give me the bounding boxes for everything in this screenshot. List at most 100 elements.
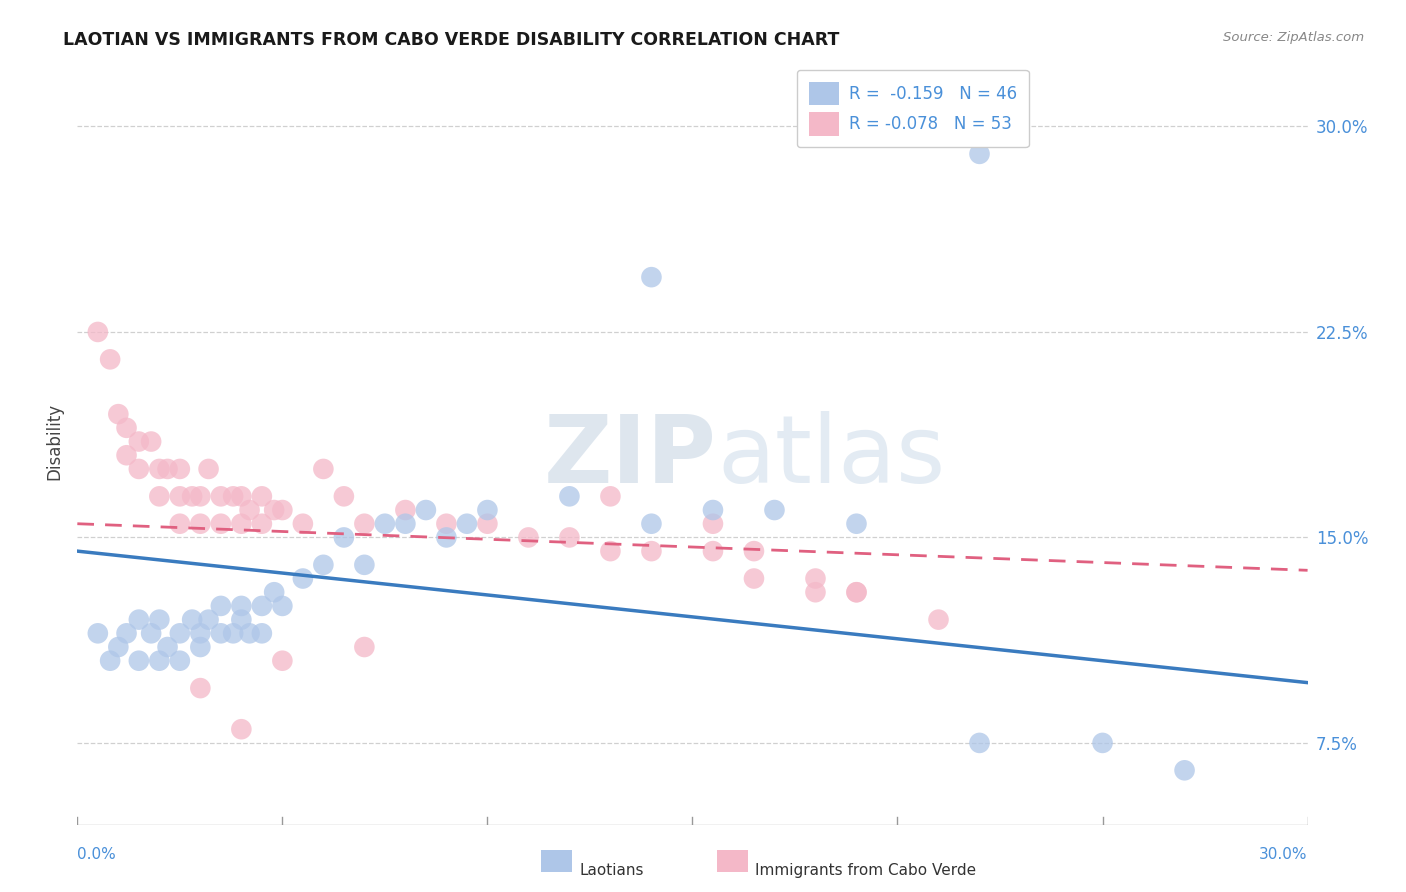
Point <box>312 462 335 476</box>
Point <box>148 489 170 503</box>
Point <box>333 489 356 503</box>
Point <box>1091 736 1114 750</box>
Text: 0.0%: 0.0% <box>77 847 117 862</box>
Point <box>291 516 314 531</box>
Point <box>804 572 827 586</box>
Point <box>333 530 356 544</box>
Point <box>845 516 868 531</box>
Point <box>353 516 375 531</box>
Point <box>222 626 245 640</box>
Point <box>209 489 232 503</box>
Point <box>141 434 163 449</box>
Point <box>197 462 219 476</box>
Text: ZIP: ZIP <box>544 411 717 503</box>
Point <box>128 613 150 627</box>
Y-axis label: Disability: Disability <box>45 403 63 480</box>
Point <box>231 599 253 613</box>
Point <box>231 723 253 737</box>
Point <box>107 640 129 654</box>
Point <box>169 462 191 476</box>
Point <box>250 626 273 640</box>
Point <box>599 544 621 558</box>
Point <box>197 613 219 627</box>
Point <box>312 558 335 572</box>
Point <box>804 585 827 599</box>
Point <box>436 530 458 544</box>
Point <box>231 613 253 627</box>
Point <box>188 516 212 531</box>
Point <box>558 489 581 503</box>
Point <box>115 626 138 640</box>
Point <box>156 640 179 654</box>
Point <box>239 626 262 640</box>
Legend: R =  -0.159   N = 46, R = -0.078   N = 53: R = -0.159 N = 46, R = -0.078 N = 53 <box>797 70 1029 147</box>
Point <box>845 585 868 599</box>
Point <box>517 530 540 544</box>
Point <box>169 654 191 668</box>
Point <box>599 489 621 503</box>
Point <box>98 352 121 367</box>
Point <box>107 407 129 421</box>
Point <box>374 516 396 531</box>
Point <box>87 626 110 640</box>
Point <box>263 503 285 517</box>
Point <box>415 503 437 517</box>
Point <box>640 270 662 285</box>
Text: Source: ZipAtlas.com: Source: ZipAtlas.com <box>1223 31 1364 45</box>
Point <box>128 434 150 449</box>
Point <box>250 516 273 531</box>
Point <box>115 448 138 462</box>
Point <box>928 613 950 627</box>
Point <box>222 489 245 503</box>
Point <box>231 489 253 503</box>
Point <box>87 325 110 339</box>
Point <box>845 585 868 599</box>
Point <box>763 503 786 517</box>
Point <box>141 626 163 640</box>
Point <box>115 421 138 435</box>
Text: Laotians: Laotians <box>579 863 644 878</box>
Point <box>702 503 724 517</box>
Point <box>1174 764 1197 778</box>
Point <box>209 516 232 531</box>
Point <box>271 503 294 517</box>
Point <box>742 544 765 558</box>
Point <box>128 462 150 476</box>
Point <box>742 572 765 586</box>
Point <box>353 640 375 654</box>
Point <box>969 146 991 161</box>
Point <box>169 489 191 503</box>
Point <box>209 599 232 613</box>
Point <box>263 585 285 599</box>
Point <box>209 626 232 640</box>
Point <box>188 681 212 695</box>
Point <box>169 626 191 640</box>
Text: 30.0%: 30.0% <box>1260 847 1308 862</box>
Point <box>291 572 314 586</box>
Point <box>181 613 204 627</box>
Point <box>477 503 499 517</box>
Point <box>188 626 212 640</box>
Point <box>353 558 375 572</box>
Point <box>148 613 170 627</box>
Point <box>148 462 170 476</box>
Point <box>702 516 724 531</box>
Point <box>456 516 478 531</box>
Point <box>271 599 294 613</box>
Point <box>250 599 273 613</box>
Point <box>394 516 416 531</box>
Point <box>640 544 662 558</box>
Text: Immigrants from Cabo Verde: Immigrants from Cabo Verde <box>755 863 976 878</box>
Point <box>169 516 191 531</box>
Point <box>181 489 204 503</box>
Point <box>250 489 273 503</box>
Point <box>477 516 499 531</box>
Point <box>231 516 253 531</box>
Point <box>436 516 458 531</box>
Point <box>271 654 294 668</box>
Point <box>148 654 170 668</box>
Point <box>128 654 150 668</box>
Point <box>239 503 262 517</box>
Point <box>98 654 121 668</box>
Point <box>156 462 179 476</box>
